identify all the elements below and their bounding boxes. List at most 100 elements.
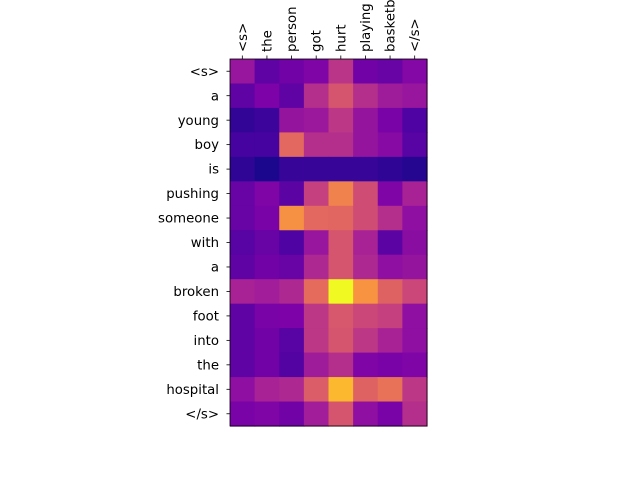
heatmap-cell xyxy=(353,205,379,231)
heatmap-cell xyxy=(377,352,403,378)
heatmap-cell xyxy=(230,377,256,403)
heatmap-cell xyxy=(377,59,403,85)
heatmap-cells xyxy=(230,59,428,427)
heatmap-cell xyxy=(279,83,305,109)
heatmap-cell xyxy=(353,303,379,329)
heatmap-cell xyxy=(230,132,256,158)
heatmap-cell xyxy=(279,254,305,280)
y-tick-label: young xyxy=(178,114,219,129)
heatmap-cell xyxy=(402,401,428,427)
heatmap-cell xyxy=(353,328,379,354)
heatmap-cell xyxy=(328,401,354,427)
heatmap-cell xyxy=(402,254,428,280)
heatmap-cell xyxy=(303,181,330,207)
heatmap-cell xyxy=(353,107,379,133)
heatmap-cell xyxy=(279,107,305,133)
y-axis-ticks: <s> a young boy is pushing someone with a broken f… xyxy=(158,65,230,422)
heatmap-cell xyxy=(328,132,354,158)
heatmap-cell xyxy=(279,181,305,207)
heatmap-cell xyxy=(402,205,428,231)
y-tick-label: someone xyxy=(158,212,219,227)
heatmap-cell xyxy=(402,132,428,158)
y-tick-label: into xyxy=(194,334,219,349)
heatmap-cell xyxy=(254,352,280,378)
y-tick-label: broken xyxy=(173,285,219,300)
heatmap-cell xyxy=(303,156,330,182)
x-tick-label: hurt xyxy=(334,24,349,52)
x-axis-ticks: <s> the person got hurt playing basketball </s> xyxy=(236,0,423,59)
heatmap-cell xyxy=(279,328,305,354)
heatmap-cell xyxy=(353,59,379,85)
heatmap-cell xyxy=(328,230,354,256)
heatmap-cell xyxy=(303,132,330,158)
heatmap-cell xyxy=(230,401,256,427)
heatmap-cell xyxy=(402,303,428,329)
x-tick-label: playing xyxy=(359,3,374,52)
y-tick-label: hospital xyxy=(166,383,219,398)
heatmap-cell xyxy=(279,230,305,256)
heatmap-cell xyxy=(254,279,280,305)
heatmap-cell xyxy=(377,254,403,280)
heatmap-cell xyxy=(402,377,428,403)
heatmap-cell xyxy=(254,181,280,207)
heatmap-cell xyxy=(303,352,330,378)
heatmap-cell xyxy=(377,107,403,133)
heatmap-cell xyxy=(353,181,379,207)
x-tick-label: <s> xyxy=(236,23,251,52)
heatmap-cell xyxy=(254,401,280,427)
heatmap-cell xyxy=(353,401,379,427)
heatmap-cell xyxy=(402,83,428,109)
heatmap-cell xyxy=(353,352,379,378)
heatmap-cell xyxy=(402,107,428,133)
heatmap-cell xyxy=(254,205,280,231)
x-tick-label: the xyxy=(260,30,275,52)
x-tick-label: basketball xyxy=(384,0,399,52)
heatmap-cell xyxy=(328,279,354,305)
heatmap-cell xyxy=(279,352,305,378)
heatmap-cell xyxy=(303,279,330,305)
heatmap-cell xyxy=(254,377,280,403)
heatmap-cell xyxy=(230,328,256,354)
heatmap-cell xyxy=(402,230,428,256)
x-tick-label: person xyxy=(285,6,300,52)
heatmap-cell xyxy=(254,303,280,329)
heatmap-cell xyxy=(377,328,403,354)
heatmap-cell xyxy=(377,205,403,231)
heatmap-cell xyxy=(328,377,354,403)
heatmap-cell xyxy=(377,230,403,256)
heatmap-cell xyxy=(303,401,330,427)
heatmap-cell xyxy=(279,156,305,182)
heatmap-cell xyxy=(328,205,354,231)
y-tick-label: foot xyxy=(193,310,219,325)
heatmap-cell xyxy=(377,83,403,109)
heatmap-cell xyxy=(303,254,330,280)
heatmap-cell xyxy=(279,279,305,305)
heatmap-cell xyxy=(254,59,280,85)
heatmap-cell xyxy=(328,59,354,85)
heatmap-cell xyxy=(254,328,280,354)
y-tick-label: </s> xyxy=(185,407,219,422)
heatmap-cell xyxy=(230,83,256,109)
heatmap-cell xyxy=(230,303,256,329)
heatmap-cell xyxy=(230,181,256,207)
heatmap-cell xyxy=(230,59,256,85)
x-tick-label: </s> xyxy=(408,18,423,52)
heatmap-cell xyxy=(402,156,428,182)
heatmap-cell xyxy=(303,205,330,231)
heatmap-cell xyxy=(279,205,305,231)
heatmap-cell xyxy=(230,352,256,378)
heatmap-cell xyxy=(254,230,280,256)
y-tick-label: a xyxy=(211,261,219,276)
heatmap-cell xyxy=(353,254,379,280)
heatmap-cell xyxy=(402,181,428,207)
heatmap-cell xyxy=(377,377,403,403)
heatmap-cell xyxy=(303,377,330,403)
heatmap-cell xyxy=(254,132,280,158)
y-tick-label: pushing xyxy=(166,187,219,202)
heatmap-cell xyxy=(377,181,403,207)
heatmap-cell xyxy=(402,59,428,85)
heatmap-cell xyxy=(303,83,330,109)
heatmap-cell xyxy=(254,254,280,280)
heatmap-cell xyxy=(328,352,354,378)
y-tick-label: a xyxy=(211,89,219,104)
